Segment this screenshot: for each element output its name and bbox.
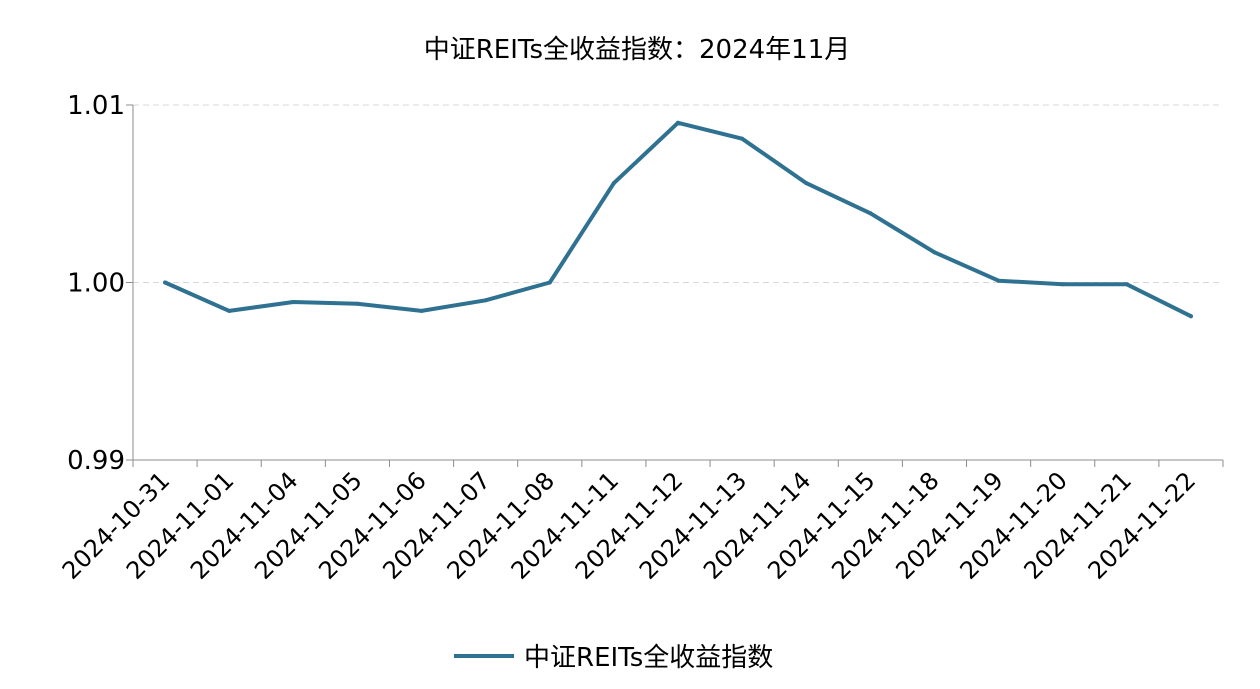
data-point [1060, 282, 1065, 287]
data-point [1124, 282, 1129, 287]
chart-title: 中证REITs全收益指数：2024年11月 [424, 35, 851, 65]
y-tick-label: 1.00 [67, 269, 125, 299]
data-point [996, 278, 1001, 283]
data-point [163, 280, 168, 285]
data-point [419, 308, 424, 313]
y-tick-label: 0.99 [67, 446, 125, 476]
data-point [611, 181, 616, 186]
data-point [355, 301, 360, 306]
data-point [740, 136, 745, 141]
data-point [932, 250, 937, 255]
data-point [1188, 314, 1193, 319]
y-tick-label: 1.01 [67, 91, 125, 121]
data-point [227, 308, 232, 313]
axes [126, 104, 1224, 467]
legend-label: 中证REITs全收益指数 [524, 643, 773, 673]
data-point [804, 181, 809, 186]
y-axis-ticks: 0.99 1.00 1.01 [67, 91, 125, 476]
data-point [483, 298, 488, 303]
data-point [547, 280, 552, 285]
data-point [676, 120, 680, 125]
data-point [291, 300, 296, 305]
series-layer [163, 120, 1193, 319]
x-axis-ticks: 2024-10-312024-11-012024-11-042024-11-05… [57, 466, 1201, 584]
series-line [163, 120, 1193, 319]
gridlines [133, 104, 1223, 283]
legend: 中证REITs全收益指数 [454, 643, 773, 673]
data-point [868, 211, 873, 216]
